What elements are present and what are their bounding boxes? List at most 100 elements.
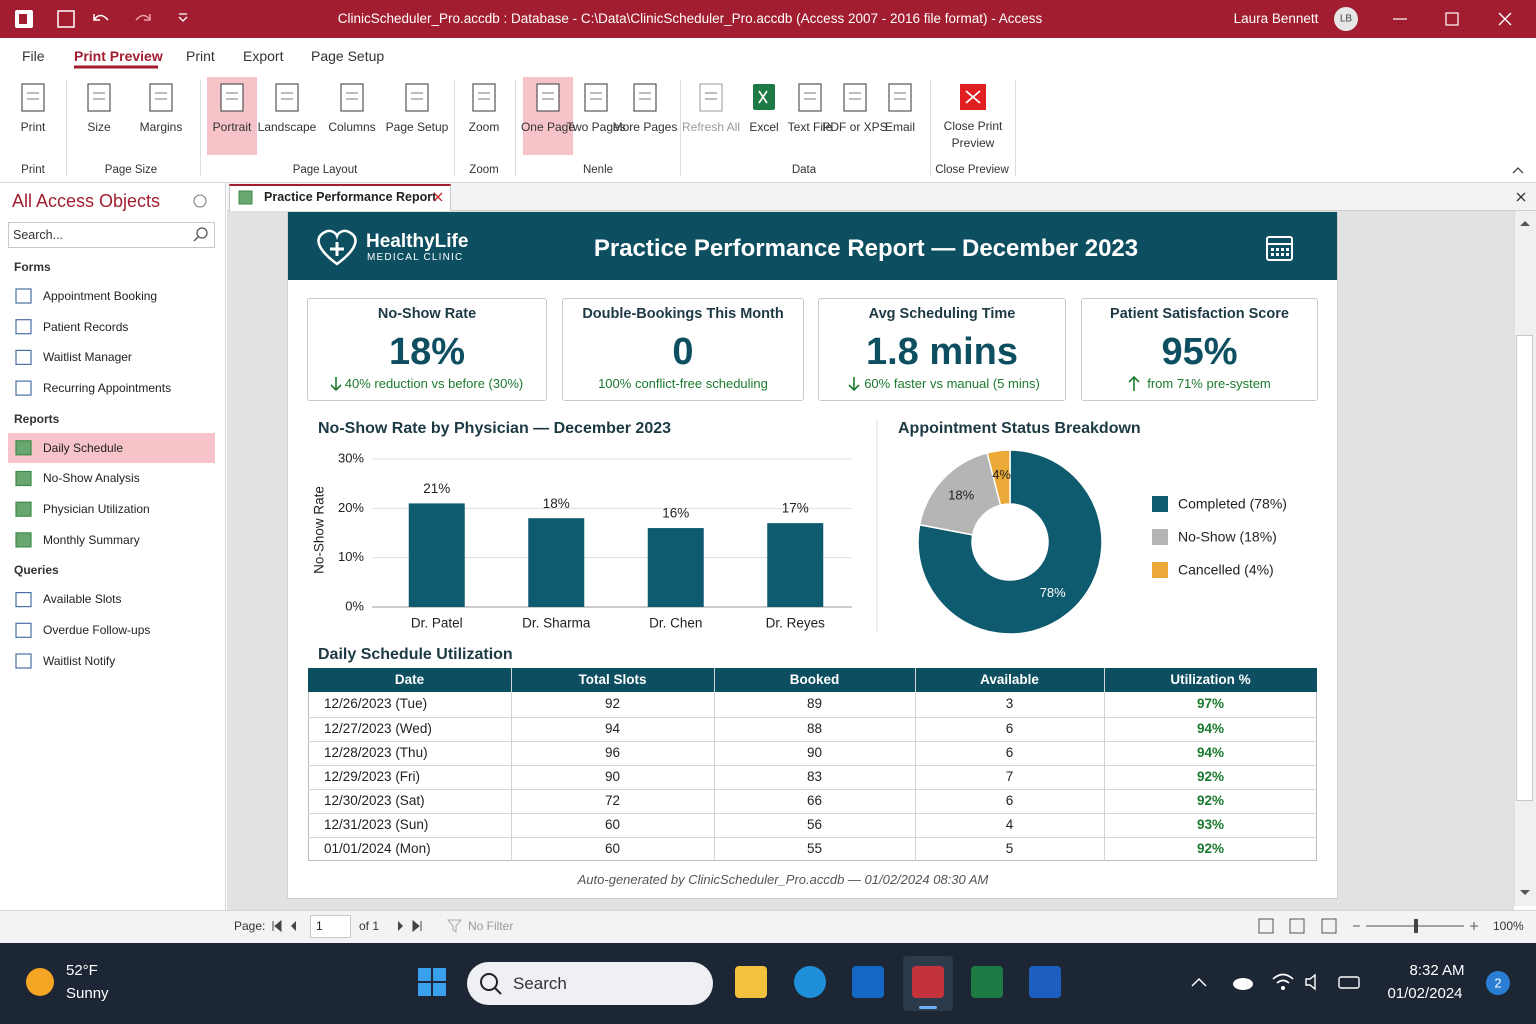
taskbar-search[interactable] — [467, 962, 713, 1005]
ribbon-button[interactable]: Portrait — [212, 120, 252, 134]
taskbar-search-text: Search — [513, 973, 567, 993]
ribbon-button[interactable]: PDF or XPS — [822, 120, 888, 134]
table-cell: 12/29/2023 (Fri) — [324, 768, 421, 784]
ribbon-separator — [66, 80, 67, 176]
table-cell: 55 — [806, 841, 823, 856]
table-cell: 12/28/2023 (Thu) — [324, 744, 428, 760]
nav-item[interactable]: Daily Schedule — [43, 440, 124, 455]
kpi-card — [1081, 298, 1318, 401]
table-cell: 60 — [604, 841, 621, 856]
ribbon-button[interactable]: Margins — [139, 120, 183, 134]
doc-tab[interactable] — [229, 184, 451, 212]
table-cell: 7 — [1005, 768, 1014, 784]
ribbon-group-label: Close Preview — [935, 164, 1009, 177]
ribbon-separator — [680, 80, 681, 176]
table-row-line — [308, 837, 1317, 839]
clock-time: 8:32 AM — [1409, 962, 1465, 979]
table-cell: 12/27/2023 (Wed) — [324, 720, 432, 736]
table-cell: 12/26/2023 (Tue) — [324, 696, 428, 712]
ribbon-button[interactable]: Two Pages — [566, 120, 626, 134]
nav-item[interactable]: Appointment Booking — [43, 288, 158, 303]
nav-pane — [0, 183, 226, 910]
ribbon-tab[interactable]: Export — [243, 47, 284, 64]
table-header-cell: Total Slots — [578, 671, 647, 687]
ribbon-button[interactable]: Text File — [787, 120, 833, 134]
ribbon-tab[interactable]: File — [22, 47, 45, 64]
table-cell: 92% — [1196, 792, 1225, 808]
nav-item[interactable]: Waitlist Notify — [43, 653, 116, 668]
scrollbar-thumb[interactable] — [1516, 335, 1533, 801]
filter-status: No Filter — [468, 918, 514, 933]
page-label: Page: — [234, 918, 266, 933]
kpi-label: No-Show Rate — [377, 306, 477, 323]
table-header — [308, 668, 1317, 692]
ribbon-button[interactable]: Page Setup — [385, 120, 449, 134]
ribbon-tab[interactable]: Print Preview — [74, 47, 163, 64]
kpi-value: 0 — [672, 331, 694, 374]
nav-item[interactable]: Patient Records — [43, 319, 129, 334]
ribbon-button[interactable]: Landscape — [257, 120, 317, 134]
table-cell: 60 — [604, 816, 621, 832]
ribbon-separator — [930, 80, 931, 176]
table-cell: 88 — [806, 720, 823, 736]
ribbon-button[interactable]: Size — [87, 120, 111, 134]
nav-item[interactable]: Overdue Follow-ups — [43, 623, 151, 638]
kpi-label: Patient Satisfaction Score — [1110, 306, 1289, 323]
table-cell: 92% — [1196, 768, 1225, 784]
ribbon-button[interactable]: Columns — [328, 120, 376, 134]
ribbon-group-label: Data — [791, 164, 817, 177]
ribbon-button[interactable]: Close Print Preview — [943, 119, 1003, 150]
ribbon-tab[interactable]: Page Setup — [311, 47, 385, 64]
nav-search-placeholder: Search... — [13, 227, 64, 242]
table-header-cell: Available — [980, 671, 1039, 687]
nav-item[interactable]: Physician Utilization — [43, 502, 150, 516]
nav-search-box[interactable] — [8, 222, 215, 248]
table-header-cell: Booked — [789, 671, 840, 687]
ribbon-button[interactable]: Refresh All — [681, 120, 741, 134]
table-cell: 96 — [604, 744, 621, 760]
table-cell: 97% — [1196, 696, 1225, 712]
table-cell: 94% — [1196, 744, 1225, 760]
kpi-value: 18% — [388, 331, 466, 374]
ribbon-button[interactable]: Excel — [749, 120, 779, 134]
ribbon-tab[interactable]: Print — [186, 47, 215, 64]
ribbon-button[interactable]: Email — [884, 120, 915, 134]
taskbar — [0, 943, 1536, 1024]
ribbon-button[interactable]: One Page — [520, 120, 576, 134]
table-row-line — [308, 813, 1317, 814]
report-footer: Auto-generated by ClinicScheduler_Pro.ac… — [577, 872, 989, 888]
status-bar — [0, 910, 1536, 943]
ribbon-group-label: Page Size — [104, 164, 158, 177]
table-cell: 6 — [1005, 792, 1014, 808]
page-input[interactable] — [310, 915, 351, 938]
ribbon-separator — [515, 80, 516, 176]
table-row-line — [308, 764, 1317, 766]
table-cell: 93% — [1196, 816, 1225, 832]
report-title: Practice Performance Report — December 2… — [593, 234, 1139, 262]
table-column-line — [915, 668, 916, 861]
ribbon-button[interactable]: More Pages — [612, 120, 678, 134]
kpi-label: Double-Bookings This Month — [582, 306, 784, 323]
table-row-line — [308, 716, 1317, 718]
table-cell: 12/30/2023 (Sat) — [324, 792, 425, 808]
ribbon-button[interactable]: Print — [20, 120, 46, 134]
ribbon-button[interactable]: Zoom — [468, 120, 500, 134]
nav-item[interactable]: Recurring Appointments — [43, 380, 172, 395]
nav-item[interactable]: Available Slots — [43, 592, 122, 607]
nav-item[interactable]: Monthly Summary — [43, 532, 140, 547]
kpi-note: 60% faster vs manual (5 mins) — [864, 376, 1040, 392]
nav-item[interactable]: No-Show Analysis — [43, 471, 140, 486]
table-cell: 83 — [806, 768, 823, 784]
table-cell: 92 — [604, 696, 621, 712]
table-header-cell: Utilization % — [1170, 671, 1251, 687]
ribbon-separator — [1015, 80, 1016, 176]
table-column-line — [511, 668, 512, 861]
ribbon-bottom-border — [0, 182, 1536, 183]
table-cell: 94% — [1196, 720, 1225, 736]
nav-item[interactable]: Waitlist Manager — [43, 350, 132, 365]
table-column-line — [714, 668, 715, 861]
kpi-label: Avg Scheduling Time — [868, 306, 1016, 323]
weather-desc: Sunny — [66, 985, 109, 1002]
clock-date: 01/02/2024 — [1387, 985, 1463, 1002]
ribbon-button-highlight — [207, 77, 257, 155]
